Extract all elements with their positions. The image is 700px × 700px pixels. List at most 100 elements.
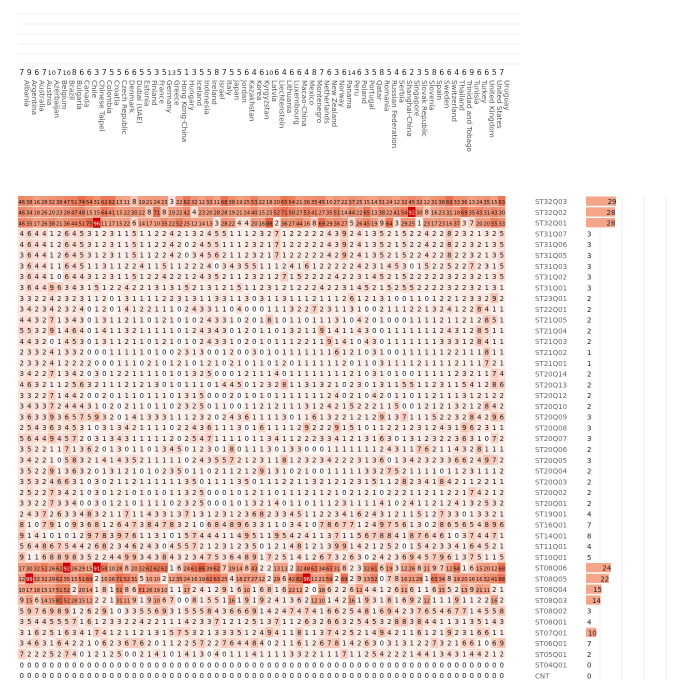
heatmap-cell bbox=[483, 454, 491, 465]
heatmap-cell bbox=[85, 422, 93, 433]
heatmap-cell bbox=[115, 196, 123, 207]
cell-value: 3 bbox=[215, 338, 219, 346]
cell-value: 71 bbox=[116, 577, 123, 583]
cell-value: 1 bbox=[395, 381, 399, 389]
cell-value: 3 bbox=[57, 500, 61, 508]
cell-value: 1 bbox=[320, 359, 324, 367]
cell-value: 1 bbox=[282, 306, 286, 314]
cell-value: 0 bbox=[140, 467, 144, 475]
cell-value: 2 bbox=[455, 273, 459, 281]
heatmap-cell bbox=[460, 390, 468, 401]
heatmap-cell bbox=[280, 379, 288, 390]
heatmap-cell bbox=[295, 368, 303, 379]
heatmap-cell bbox=[115, 228, 123, 239]
heatmap-cell bbox=[115, 390, 123, 401]
cell-value: 55 bbox=[491, 221, 498, 227]
cell-value: 1 bbox=[177, 392, 181, 400]
heatmap-cell bbox=[385, 314, 393, 325]
cell-value: 2 bbox=[35, 467, 39, 475]
cell-value: 3 bbox=[87, 230, 91, 238]
heatmap-cell bbox=[100, 487, 108, 498]
cell-value: 0 bbox=[162, 543, 166, 551]
cell-value: 1 bbox=[222, 478, 226, 486]
cell-value: 35 bbox=[161, 221, 168, 227]
cell-value: 9 bbox=[87, 532, 91, 540]
cell-value: 5 bbox=[402, 252, 406, 260]
cell-value: 2 bbox=[440, 284, 444, 292]
heatmap-cell bbox=[40, 249, 48, 261]
heatmap-cell bbox=[460, 260, 468, 271]
cell-value: 3 bbox=[200, 424, 204, 432]
cell-value: 2 bbox=[425, 284, 429, 292]
cell-value: 3 bbox=[27, 392, 31, 400]
cell-value: 51 bbox=[116, 588, 123, 594]
cell-value: 3 bbox=[447, 338, 451, 346]
cell-value: 4 bbox=[290, 510, 294, 518]
heatmap-cell bbox=[145, 325, 153, 336]
cell-value: 1 bbox=[95, 306, 99, 314]
heatmap-cell bbox=[378, 422, 386, 433]
cell-value: 1 bbox=[260, 338, 264, 346]
cell-value: 1 bbox=[185, 273, 189, 281]
heatmap-cell bbox=[153, 260, 161, 271]
cell-value: 4 bbox=[275, 370, 279, 378]
heatmap-cell bbox=[288, 239, 296, 250]
cell-value: 18 bbox=[318, 588, 325, 594]
cell-value: 1 bbox=[395, 359, 399, 367]
heatmap-cell bbox=[183, 206, 191, 217]
cell-value: 2 bbox=[162, 575, 166, 583]
cell-value: 1 bbox=[320, 338, 324, 346]
heatmap-cell bbox=[115, 239, 123, 250]
heatmap-cell bbox=[363, 239, 371, 250]
cell-value: 1 bbox=[147, 478, 151, 486]
heatmap-cell bbox=[48, 411, 56, 422]
cell-value: 9 bbox=[222, 586, 226, 594]
cell-value: 7 bbox=[185, 510, 189, 518]
cell-value: 4 bbox=[477, 456, 481, 464]
heatmap-cell bbox=[145, 400, 153, 411]
heatmap-cell bbox=[198, 282, 206, 293]
cell-value: 4 bbox=[80, 510, 84, 518]
heatmap-cell bbox=[348, 314, 356, 325]
heatmap-cell bbox=[243, 357, 251, 368]
cell-value: 3 bbox=[282, 295, 286, 303]
cell-value: 1 bbox=[372, 435, 376, 443]
heatmap-cell bbox=[168, 336, 176, 347]
cell-value: 1 bbox=[132, 295, 136, 303]
heatmap-cell bbox=[48, 239, 56, 250]
cell-value: 1 bbox=[57, 262, 61, 270]
cell-value: 18 bbox=[33, 211, 40, 217]
cell-value: 8 bbox=[492, 381, 496, 389]
heatmap-cell bbox=[33, 271, 41, 282]
cell-value: 5 bbox=[395, 521, 399, 529]
cell-value: 2 bbox=[275, 381, 279, 389]
heatmap-cell bbox=[423, 196, 431, 207]
heatmap-cell bbox=[423, 239, 431, 250]
heatmap-cell bbox=[33, 239, 41, 250]
cell-value: 5 bbox=[132, 230, 136, 238]
heatmap-cell bbox=[205, 325, 213, 336]
cell-value: 12 bbox=[258, 577, 265, 583]
cell-value: 3 bbox=[372, 467, 376, 475]
cell-value: 2 bbox=[350, 392, 354, 400]
heatmap-cell bbox=[385, 196, 393, 207]
cell-value: 3 bbox=[470, 273, 474, 281]
heatmap-cell bbox=[235, 314, 243, 325]
cell-value: 1 bbox=[50, 456, 54, 464]
cell-value: 6 bbox=[35, 597, 39, 605]
cell-value: 1 bbox=[132, 381, 136, 389]
cell-value: 2 bbox=[72, 586, 76, 594]
cell-value: 5 bbox=[185, 284, 189, 292]
cell-value: 2 bbox=[102, 510, 106, 518]
heatmap-cell bbox=[175, 293, 183, 304]
cell-value: 1 bbox=[440, 500, 444, 508]
heatmap-cell bbox=[288, 293, 296, 304]
cell-value: 3 bbox=[80, 338, 84, 346]
cell-value: 28 bbox=[221, 221, 228, 227]
heatmap-cell bbox=[130, 433, 138, 444]
heatmap-cell bbox=[310, 196, 318, 207]
cell-value: 0 bbox=[177, 370, 181, 378]
cell-value: 4 bbox=[200, 252, 204, 260]
heatmap-cell bbox=[48, 196, 56, 207]
cell-value: 8 bbox=[402, 478, 406, 486]
